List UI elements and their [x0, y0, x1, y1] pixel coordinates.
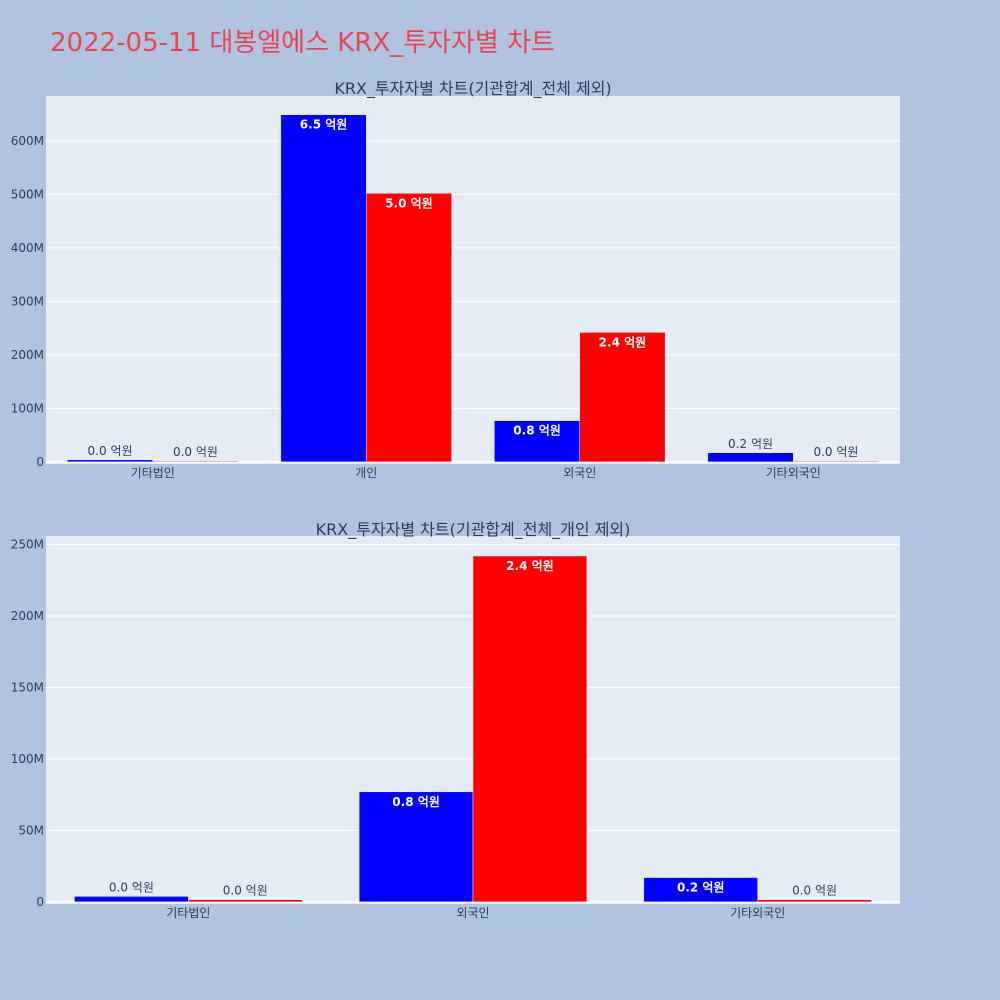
bar	[67, 459, 153, 463]
x-tick-label: 기타외국인	[766, 466, 821, 480]
data-label: 0.0 억원	[109, 880, 154, 894]
chart-panel-2: 0 50M 100M 150M 200M 250M KRX_투자자별 차트(기관합계_전체_…	[11, 520, 900, 920]
bar	[358, 791, 474, 903]
bar	[188, 899, 303, 903]
bar	[757, 899, 872, 903]
chart-title: KRX_투자자별 차트(기관합계_전체_개인 제외)	[316, 520, 631, 540]
data-label: 5.0 억원	[385, 196, 433, 210]
bar	[152, 460, 239, 463]
page-title: 2022-05-11 대봉엘에스 KRX_투자자별 차트	[50, 28, 555, 58]
y-tick-label: 150M	[11, 680, 44, 694]
chart-panel-1: 0 100M 200M 300M 400M 500M 600M KRX_투자자별 차트(기관합…	[11, 79, 900, 480]
chart-title: KRX_투자자별 차트(기관합계_전체 제외)	[334, 79, 611, 99]
y-tick-label: 400M	[11, 241, 44, 255]
plot-area	[46, 96, 900, 464]
bar	[280, 114, 367, 463]
y-tick-label: 200M	[11, 609, 44, 623]
bar	[74, 896, 189, 903]
data-label: 0.2 억원	[677, 881, 725, 895]
data-label: 0.8 억원	[513, 424, 561, 438]
y-tick-label: 100M	[11, 401, 44, 415]
bar	[793, 460, 879, 463]
data-label: 0.8 억원	[392, 795, 440, 809]
data-label: 0.0 억원	[173, 445, 218, 459]
data-label: 2.4 억원	[506, 559, 554, 573]
y-tick-label: 0	[36, 455, 44, 469]
data-label: 0.0 억원	[88, 444, 133, 458]
bar	[707, 452, 794, 463]
bar	[366, 193, 452, 463]
data-label: 0.2 억원	[728, 437, 773, 451]
bar	[494, 420, 581, 463]
bar	[579, 332, 666, 463]
y-tick-label: 200M	[11, 348, 44, 362]
y-tick-label: 500M	[11, 187, 44, 201]
x-tick-label: 기타법인	[131, 466, 175, 480]
x-tick-label: 개인	[355, 466, 377, 480]
y-tick-label: 300M	[11, 294, 44, 308]
data-label: 2.4 억원	[599, 335, 647, 349]
y-tick-label: 0	[36, 895, 44, 909]
y-tick-label: 100M	[11, 752, 44, 766]
bar	[643, 877, 758, 903]
x-tick-label: 외국인	[563, 466, 596, 480]
y-tick-label: 50M	[18, 823, 44, 837]
data-label: 0.0 억원	[223, 884, 268, 898]
bar	[472, 555, 588, 903]
y-tick-label: 250M	[11, 538, 44, 552]
data-label: 6.5 억원	[300, 118, 348, 132]
x-tick-label: 기타외국인	[730, 906, 785, 920]
x-tick-label: 기타법인	[166, 906, 210, 920]
data-label: 0.0 억원	[813, 445, 858, 459]
x-tick-label: 외국인	[456, 906, 489, 920]
y-tick-label: 600M	[11, 134, 44, 148]
data-label: 0.0 억원	[792, 884, 837, 898]
